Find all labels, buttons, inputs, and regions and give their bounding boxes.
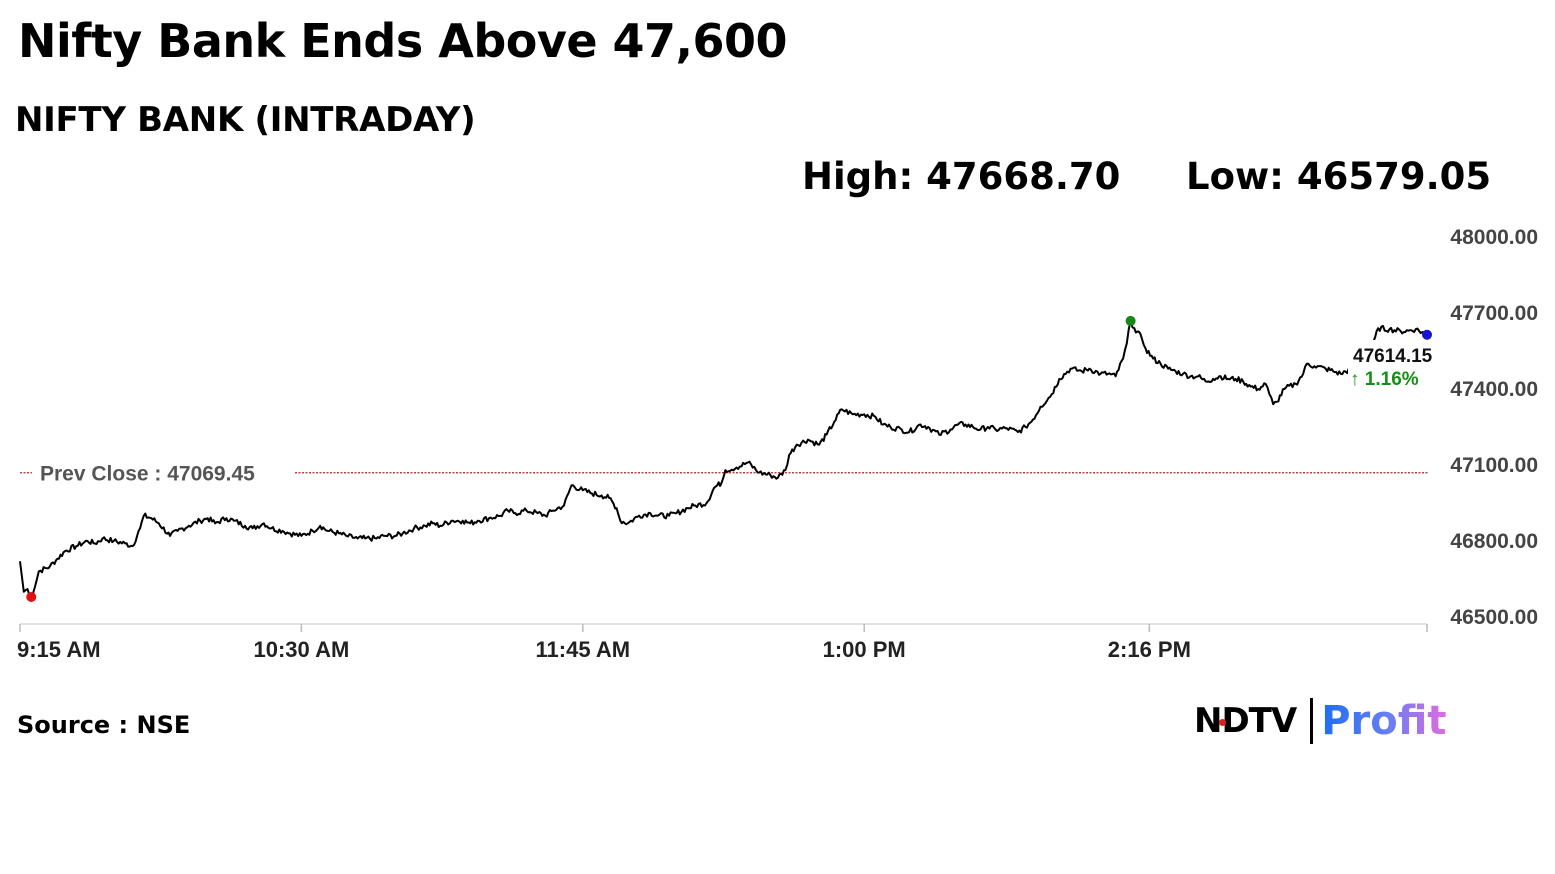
x-tick-label: 11:45 AM <box>536 637 631 662</box>
high-marker <box>1125 315 1136 326</box>
prev-close-label: Prev Close : 47069.45 <box>40 463 255 486</box>
ndtv-profit-logo: NDTV Profit <box>1194 697 1446 745</box>
last-price-box <box>1348 340 1438 390</box>
last-price-label: 47614.15 <box>1353 346 1433 367</box>
low-value: Low: 46579.05 <box>1186 155 1492 198</box>
chart-subtitle: NIFTY BANK (INTRADAY) <box>15 100 476 140</box>
headline: Nifty Bank Ends Above 47,600 <box>18 14 788 68</box>
last-marker <box>1422 329 1432 340</box>
y-tick-label: 47100.00 <box>1450 454 1538 477</box>
y-tick-label: 47700.00 <box>1450 302 1538 325</box>
high-value: High: 47668.70 <box>802 155 1121 198</box>
y-tick-label: 48000.00 <box>1450 226 1538 249</box>
x-tick-label: 1:00 PM <box>823 637 906 662</box>
source-note: Source : NSE <box>17 711 191 739</box>
ndtv-wordmark: NDTV <box>1194 701 1297 741</box>
logo-red-dot <box>1219 719 1226 726</box>
low-marker <box>26 591 37 602</box>
logo-divider <box>1310 698 1314 744</box>
profit-wordmark: Profit <box>1321 698 1447 744</box>
y-tick-label: 46500.00 <box>1450 606 1538 629</box>
change-percent-label: ↑ 1.16% <box>1350 369 1419 390</box>
y-tick-label: 47400.00 <box>1450 378 1538 401</box>
x-tick-label: 9:15 AM <box>17 637 101 662</box>
x-tick-label: 2:16 PM <box>1108 637 1191 662</box>
y-tick-label: 46800.00 <box>1450 530 1538 553</box>
price-line <box>19 319 1428 598</box>
x-tick-label: 10:30 AM <box>254 637 350 662</box>
